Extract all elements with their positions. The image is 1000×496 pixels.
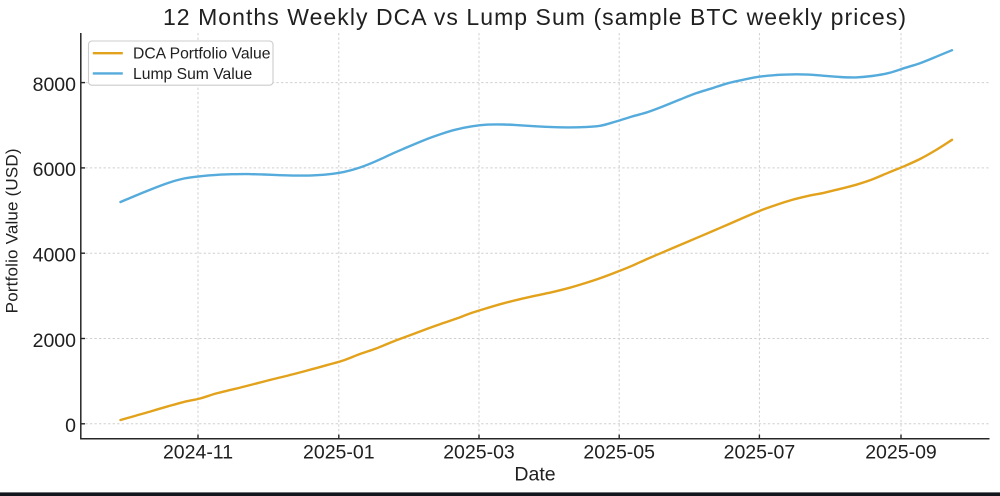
svg-text:Portfolio Value (USD): Portfolio Value (USD) (3, 148, 22, 313)
svg-text:2025-09: 2025-09 (865, 441, 937, 463)
svg-text:2025-05: 2025-05 (583, 441, 655, 463)
svg-text:2025-03: 2025-03 (443, 441, 515, 463)
svg-text:DCA Portfolio Value: DCA Portfolio Value (133, 46, 271, 63)
svg-text:6000: 6000 (33, 159, 77, 181)
svg-text:2025-07: 2025-07 (724, 441, 796, 463)
svg-text:12 Months Weekly DCA vs Lump S: 12 Months Weekly DCA vs Lump Sum (sample… (163, 4, 907, 30)
svg-text:Date: Date (514, 464, 555, 486)
svg-text:4000: 4000 (33, 245, 77, 267)
svg-text:8000: 8000 (33, 74, 77, 96)
svg-text:0: 0 (65, 415, 76, 437)
svg-text:2024-11: 2024-11 (163, 441, 233, 463)
svg-text:2025-01: 2025-01 (303, 441, 375, 463)
svg-text:2000: 2000 (33, 330, 77, 352)
svg-text:Lump Sum Value: Lump Sum Value (133, 66, 252, 83)
